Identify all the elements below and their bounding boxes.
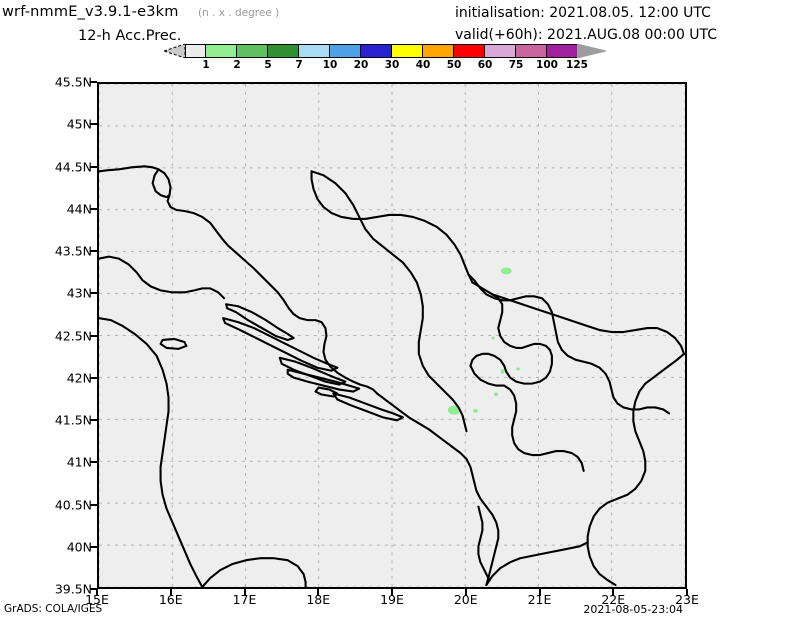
model-units-note: (n . x . degree ) [198, 7, 280, 19]
longitude-label: 15E [85, 592, 109, 607]
colorbar-cell-6: 20 [354, 44, 391, 71]
latitude-label: 40N [66, 539, 92, 555]
longitude-label: 21E [527, 592, 552, 607]
colorbar-tick-label: 30 [384, 59, 400, 71]
model-title: wrf-nmmE_v3.9.1-e3km [2, 4, 179, 20]
longitude-axis-labels: 15E 16E 17E 18E 19E 20E 21E 22E 23E [85, 592, 699, 612]
coastline-and-borders [99, 165, 685, 587]
colorbar-cell-4: 7 [295, 44, 329, 71]
latitude-tick [90, 545, 97, 548]
colorbar-cell-12: 100 125 [536, 44, 588, 71]
latitude-label: 40.5N [54, 497, 92, 512]
colorbar-cell-11: 75 [509, 44, 546, 71]
precipitation-patch [447, 405, 461, 415]
colorbar-cell-8: 40 [416, 44, 453, 71]
latitude-tick [90, 461, 97, 464]
latitude-label: 41.5N [54, 412, 92, 428]
colorbar-tick-label: 2 [233, 59, 241, 71]
colorbar-tick-label: 75 [508, 59, 524, 71]
colorbar-cell-2: 2 [233, 44, 267, 71]
latitude-label: 39.5N [54, 581, 92, 597]
latitude-tick [90, 334, 97, 337]
longitude-tick [317, 589, 320, 596]
longitude-tick [538, 589, 541, 596]
latitude-label: 45N [66, 116, 92, 132]
longitude-label: 23E [675, 592, 699, 607]
colorbar-tick-label: 125 [566, 59, 588, 71]
valid-time: valid(+60h): 2021.AUG.08 00:00 UTC [455, 27, 718, 43]
map-canvas [99, 84, 685, 587]
longitude-label: 16E [158, 592, 183, 607]
longitude-tick [612, 589, 615, 596]
colorbar-tick-label: 50 [446, 59, 462, 71]
precipitation-patch [494, 392, 499, 397]
colorbar-tick-label: 100 [536, 59, 558, 71]
latitude-tick [90, 292, 97, 295]
colorbar-cell-10: 60 [478, 44, 515, 71]
colorbar-cell-1: 1 [202, 44, 236, 71]
colorbar-cell-7: 30 [385, 44, 422, 71]
latitude-label: 42.5N [54, 328, 92, 343]
latitude-tick [90, 419, 97, 421]
latitude-tick [90, 123, 97, 126]
render-timestamp: 2021-08-05-23:04 [583, 603, 683, 616]
latitude-label: 43.5N [54, 243, 92, 259]
colorbar-tick-label: 7 [295, 59, 303, 71]
longitude-tick [686, 589, 688, 596]
colorbar-tick-label: 1 [202, 59, 210, 71]
map-gridlines [99, 84, 685, 587]
latitude-label: 42N [66, 370, 92, 386]
initialisation-time: initialisation: 2021.08.05. 12:00 UTC [455, 5, 711, 21]
latitude-tick [90, 503, 97, 506]
colorbar-cell-5: 10 [323, 44, 360, 71]
colorbar-tick-label: 10 [322, 59, 338, 71]
precipitation-colorbar: 1 2 5 7 10 20 30 40 50 60 75 100 125 [164, 44, 606, 71]
colorbar-over-arrow-icon [577, 44, 606, 58]
colorbar-cell-0 [185, 44, 205, 58]
precipitation-patch [516, 367, 520, 371]
longitude-tick [169, 589, 172, 596]
latitude-tick [90, 588, 97, 590]
precipitation-patch [500, 369, 505, 375]
longitude-tick [391, 589, 393, 596]
longitude-axis-ticks [96, 589, 688, 597]
colorbar-tick-label: 20 [353, 59, 369, 71]
colorbar-tick-label: 60 [477, 59, 493, 71]
longitude-label: 18E [306, 592, 331, 607]
latitude-tick [90, 376, 97, 379]
latitude-tick [90, 207, 97, 210]
precipitation-patch [473, 408, 478, 413]
field-title: 12-h Acc.Prec. [78, 28, 182, 44]
longitude-tick [243, 589, 246, 596]
longitude-label: 17E [232, 592, 257, 607]
latitude-tick [90, 81, 97, 83]
latitude-axis-labels: 39.5N 40N 40.5N 41N 41.5N 42N 42.5N 43N 43.5N 44N… [0, 75, 92, 597]
latitude-label: 45.5N [54, 74, 92, 90]
longitude-label: 20E [453, 592, 478, 607]
colorbar-tick-label: 40 [415, 59, 431, 71]
latitude-label: 41N [66, 454, 92, 470]
map-vector-layer [99, 84, 685, 587]
latitude-label: 44.5N [54, 159, 92, 174]
colorbar-cell-3: 5 [264, 44, 298, 71]
grads-source-label: GrADS: COLA/IGES [4, 603, 103, 615]
latitude-tick [90, 165, 97, 168]
longitude-label: 22E [601, 592, 626, 607]
latitude-label: 44N [66, 201, 92, 217]
precipitation-patch [500, 267, 512, 275]
colorbar-tick-label: 5 [264, 59, 272, 71]
latitude-tick [90, 250, 97, 252]
map-plot-area[interactable] [97, 82, 687, 589]
colorbar-under-arrow-icon [164, 44, 185, 58]
precipitation-layer [447, 267, 520, 415]
latitude-label: 43N [66, 285, 92, 301]
longitude-tick [464, 589, 467, 596]
longitude-label: 19E [380, 592, 404, 607]
colorbar-cell-9: 50 [447, 44, 484, 71]
precipitation-patch [491, 336, 495, 340]
longitude-tick [96, 589, 98, 596]
